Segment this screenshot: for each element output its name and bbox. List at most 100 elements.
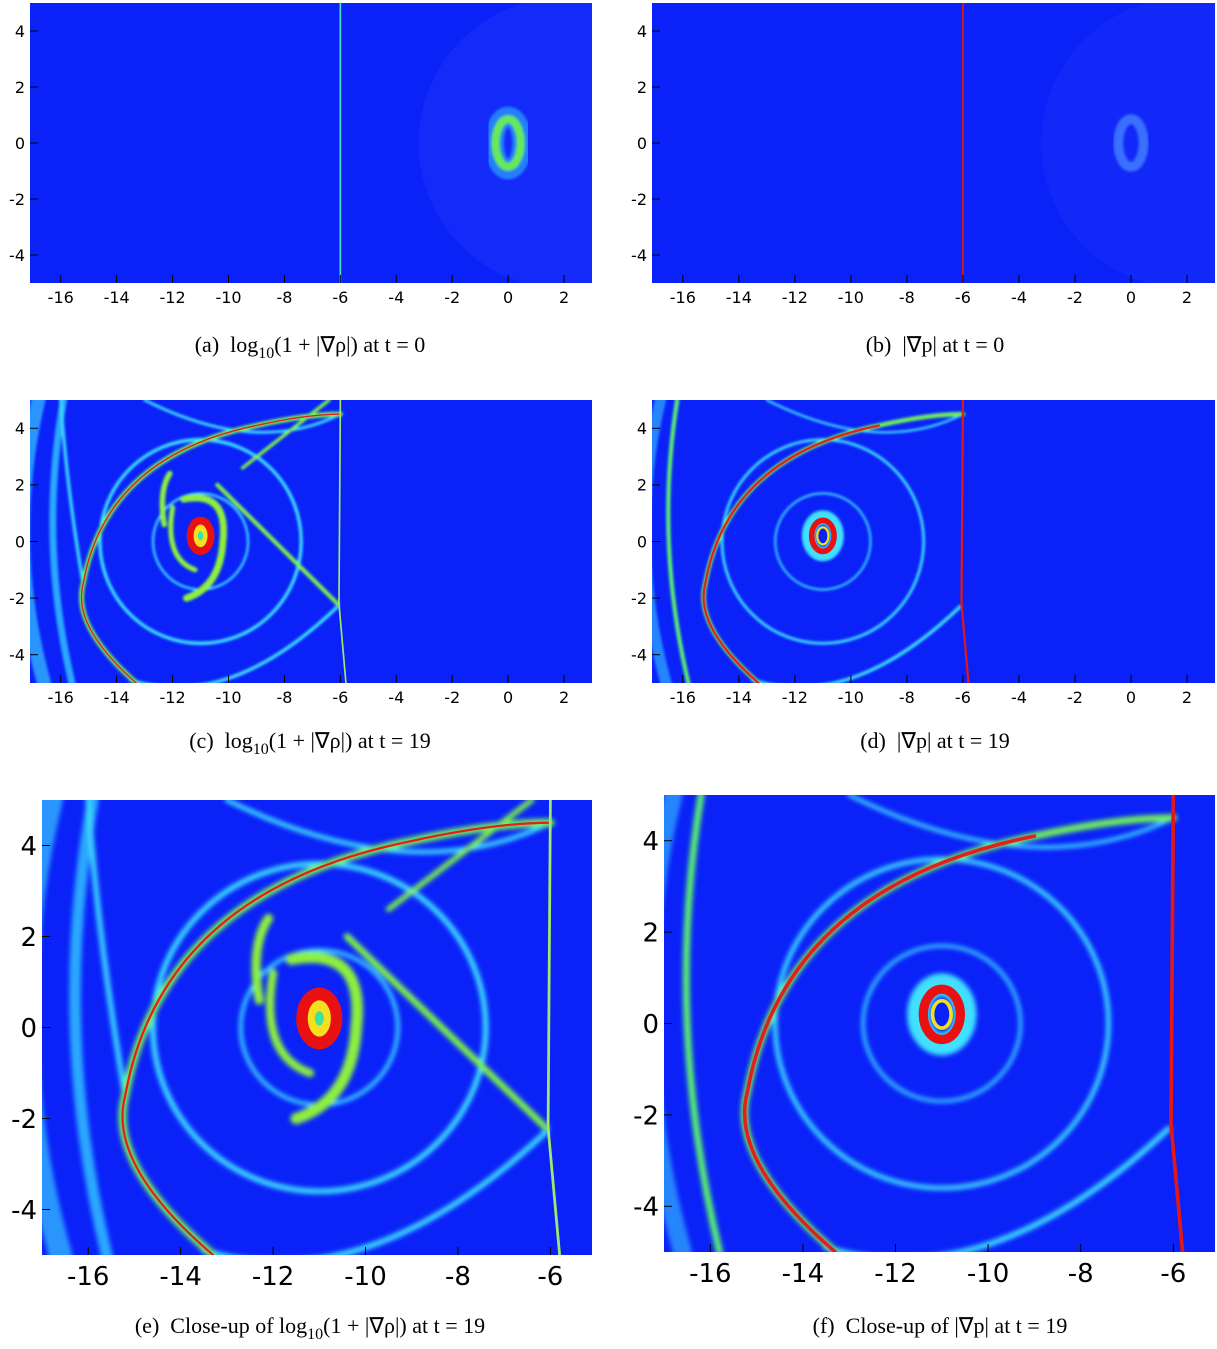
panel bbox=[652, 400, 1215, 683]
x-tick-label: -14 bbox=[104, 688, 130, 707]
y-tick-label: 0 bbox=[637, 532, 647, 551]
y-tick-label: -4 bbox=[633, 1193, 659, 1223]
y-tick-label: -4 bbox=[9, 246, 25, 265]
y-tick-label: -2 bbox=[633, 1101, 659, 1131]
y-tick-label: 0 bbox=[637, 134, 647, 153]
panel bbox=[664, 795, 1215, 1252]
caption-text: (1 + |∇ρ|) at t = 19 bbox=[323, 1313, 485, 1338]
caption-function: log bbox=[225, 728, 253, 753]
y-tick-label: 2 bbox=[642, 918, 659, 948]
x-tick-label: 2 bbox=[559, 688, 569, 707]
y-tick-label: 2 bbox=[15, 476, 25, 495]
x-tick-label: -14 bbox=[726, 288, 752, 307]
caption-label: (b) bbox=[866, 332, 892, 357]
x-tick-label: -10 bbox=[215, 688, 241, 707]
y-tick-label: -2 bbox=[11, 1105, 37, 1135]
caption-subscript: 10 bbox=[253, 741, 269, 758]
x-tick-label: -16 bbox=[48, 688, 74, 707]
field-background bbox=[664, 795, 1215, 1252]
field-background bbox=[652, 400, 1215, 683]
y-tick-label: 0 bbox=[15, 134, 25, 153]
x-tick-label: -4 bbox=[1011, 688, 1027, 707]
y-tick-label: 4 bbox=[637, 419, 647, 438]
x-tick-label: -14 bbox=[104, 288, 130, 307]
caption-text: |∇p| at t = 0 bbox=[902, 332, 1004, 357]
caption-label: (e) bbox=[135, 1313, 159, 1338]
y-tick-label: 4 bbox=[15, 22, 25, 41]
caption-label: (a) bbox=[195, 332, 219, 357]
caption-text: Close-up of |∇p| at t = 19 bbox=[846, 1313, 1068, 1338]
caption: (c) log10(1 + |∇ρ|) at t = 19 bbox=[189, 728, 431, 758]
x-tick-label: -16 bbox=[670, 688, 696, 707]
y-tick-label: 2 bbox=[15, 78, 25, 97]
y-tick-label: -4 bbox=[9, 645, 25, 664]
x-tick-label: -6 bbox=[332, 688, 348, 707]
x-tick-label: -16 bbox=[670, 288, 696, 307]
y-tick-label: 2 bbox=[637, 78, 647, 97]
caption-function: Close-up of log bbox=[170, 1313, 307, 1338]
x-tick-label: -16 bbox=[67, 1262, 109, 1292]
y-tick-label: 0 bbox=[20, 1014, 37, 1044]
x-tick-label: 2 bbox=[1182, 288, 1192, 307]
x-tick-label: 0 bbox=[503, 688, 513, 707]
x-tick-label: -8 bbox=[276, 688, 292, 707]
x-tick-label: -2 bbox=[444, 288, 460, 307]
caption-label: (f) bbox=[813, 1313, 835, 1338]
field-background bbox=[30, 400, 592, 683]
x-tick-label: -10 bbox=[215, 288, 241, 307]
y-tick-label: 4 bbox=[15, 419, 25, 438]
x-tick-label: -2 bbox=[1067, 288, 1083, 307]
x-tick-label: -10 bbox=[838, 688, 864, 707]
panel bbox=[652, 3, 1215, 283]
x-tick-label: 2 bbox=[559, 288, 569, 307]
x-tick-label: -6 bbox=[332, 288, 348, 307]
caption-subscript: 10 bbox=[258, 345, 274, 362]
x-tick-label: -14 bbox=[726, 688, 752, 707]
y-tick-label: -4 bbox=[631, 246, 647, 265]
x-tick-label: -8 bbox=[445, 1262, 471, 1292]
caption: (f) Close-up of |∇p| at t = 19 bbox=[813, 1313, 1068, 1338]
y-tick-label: -4 bbox=[631, 645, 647, 664]
x-tick-label: 0 bbox=[1126, 288, 1136, 307]
x-tick-label: -8 bbox=[899, 288, 915, 307]
x-tick-label: -8 bbox=[1068, 1259, 1094, 1289]
y-tick-label: 0 bbox=[642, 1010, 659, 1040]
caption-subscript: 10 bbox=[307, 1326, 323, 1343]
panel bbox=[30, 400, 592, 683]
x-tick-label: -12 bbox=[874, 1259, 916, 1289]
caption-text: |∇p| at t = 19 bbox=[897, 728, 1010, 753]
caption: (e) Close-up of log10(1 + |∇ρ|) at t = 1… bbox=[135, 1313, 485, 1343]
x-tick-label: -10 bbox=[967, 1259, 1009, 1289]
y-tick-label: 4 bbox=[637, 22, 647, 41]
y-tick-label: -2 bbox=[631, 190, 647, 209]
x-tick-label: -12 bbox=[160, 688, 186, 707]
caption: (b) |∇p| at t = 0 bbox=[866, 332, 1005, 357]
x-tick-label: -12 bbox=[252, 1262, 294, 1292]
y-tick-label: -2 bbox=[9, 190, 25, 209]
x-tick-label: -4 bbox=[1011, 288, 1027, 307]
x-tick-label: -2 bbox=[1067, 688, 1083, 707]
caption-label: (c) bbox=[189, 728, 213, 753]
caption-text: (1 + |∇ρ|) at t = 19 bbox=[269, 728, 431, 753]
x-tick-label: -6 bbox=[537, 1262, 563, 1292]
x-tick-label: -10 bbox=[344, 1262, 386, 1292]
caption-function: log bbox=[230, 332, 258, 357]
panel bbox=[30, 3, 592, 283]
x-tick-label: -14 bbox=[782, 1259, 824, 1289]
x-tick-label: -6 bbox=[1160, 1259, 1186, 1289]
x-tick-label: -12 bbox=[782, 288, 808, 307]
x-tick-label: -2 bbox=[444, 688, 460, 707]
x-tick-label: 2 bbox=[1182, 688, 1192, 707]
y-tick-label: 4 bbox=[642, 827, 659, 857]
x-tick-label: -10 bbox=[838, 288, 864, 307]
caption-label: (d) bbox=[860, 728, 886, 753]
x-tick-label: -6 bbox=[955, 288, 971, 307]
y-tick-label: -2 bbox=[9, 589, 25, 608]
x-tick-label: -16 bbox=[48, 288, 74, 307]
x-tick-label: -12 bbox=[782, 688, 808, 707]
x-tick-label: 0 bbox=[503, 288, 513, 307]
y-tick-label: 2 bbox=[637, 476, 647, 495]
caption: (d) |∇p| at t = 19 bbox=[860, 728, 1010, 753]
x-tick-label: -8 bbox=[276, 288, 292, 307]
